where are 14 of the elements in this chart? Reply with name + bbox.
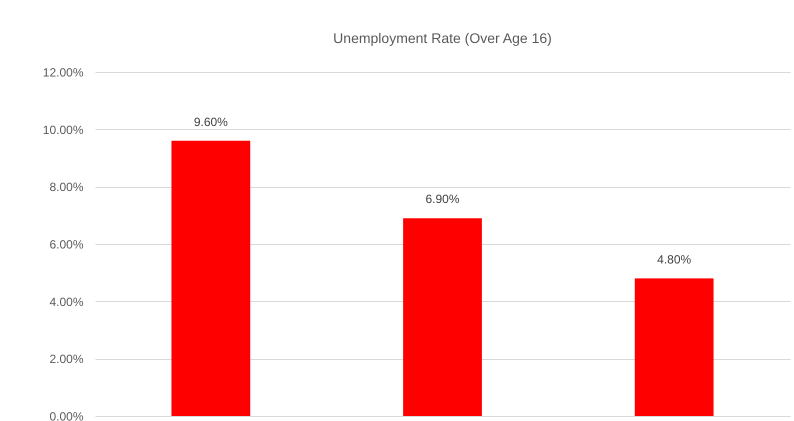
data-label: 9.60% bbox=[194, 114, 228, 129]
y-tick-label: 12.00% bbox=[42, 66, 84, 80]
bar bbox=[403, 218, 482, 416]
y-tick-label: 2.00% bbox=[49, 352, 84, 366]
y-tick-label: 10.00% bbox=[42, 122, 84, 137]
data-label: 4.80% bbox=[657, 252, 692, 266]
y-tick-label: 6.00% bbox=[49, 238, 84, 252]
y-tick-label: 0.00% bbox=[49, 410, 84, 421]
y-tick-label: 8.00% bbox=[49, 180, 84, 194]
y-tick-label: 4.00% bbox=[49, 294, 84, 309]
chart-title: Unemployment Rate (Over Age 16) bbox=[333, 30, 552, 46]
data-label: 6.90% bbox=[425, 192, 460, 206]
bar bbox=[634, 278, 714, 416]
bar bbox=[171, 140, 250, 416]
